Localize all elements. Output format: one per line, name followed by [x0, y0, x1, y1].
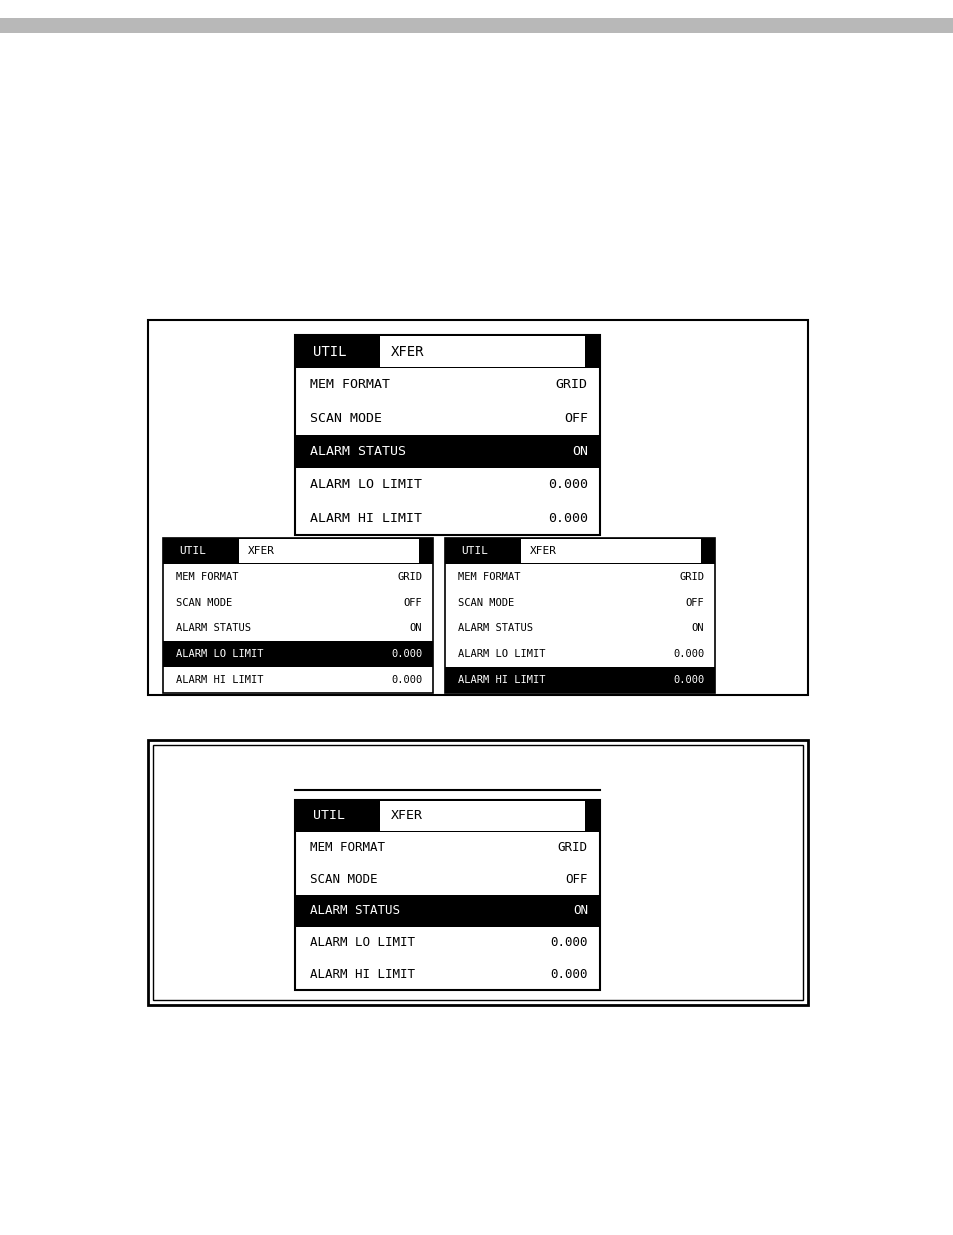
Bar: [163, 538, 433, 564]
Bar: [163, 538, 433, 693]
Bar: [0, 19, 953, 33]
Bar: [148, 740, 807, 1005]
Text: OFF: OFF: [685, 598, 703, 608]
Text: ALARM STATUS: ALARM STATUS: [310, 904, 400, 918]
Bar: [163, 641, 433, 667]
Bar: [444, 538, 714, 564]
Text: ALARM LO LIMIT: ALARM LO LIMIT: [310, 478, 422, 492]
Text: ON: ON: [691, 624, 703, 634]
Bar: [294, 335, 599, 535]
Text: ALARM STATUS: ALARM STATUS: [176, 624, 252, 634]
Text: XFER: XFER: [529, 546, 556, 556]
Text: 0.000: 0.000: [391, 676, 422, 685]
Text: ON: ON: [572, 904, 587, 918]
Bar: [294, 800, 599, 990]
Text: XFER: XFER: [390, 345, 424, 358]
Text: UTIL: UTIL: [313, 345, 347, 358]
Text: ALARM LO LIMIT: ALARM LO LIMIT: [458, 650, 545, 659]
Bar: [520, 538, 700, 563]
Text: SCAN MODE: SCAN MODE: [310, 873, 377, 885]
Bar: [152, 745, 802, 1000]
Text: UTIL: UTIL: [313, 809, 345, 823]
Text: ALARM HI LIMIT: ALARM HI LIMIT: [458, 676, 545, 685]
Text: XFER: XFER: [248, 546, 274, 556]
Text: UTIL: UTIL: [460, 546, 488, 556]
Text: GRID: GRID: [558, 841, 587, 853]
Text: ALARM STATUS: ALARM STATUS: [310, 445, 406, 458]
Text: 0.000: 0.000: [672, 676, 703, 685]
Text: 0.000: 0.000: [672, 650, 703, 659]
Bar: [238, 538, 419, 563]
Text: 0.000: 0.000: [391, 650, 422, 659]
Text: GRID: GRID: [679, 572, 703, 582]
Text: 0.000: 0.000: [550, 936, 587, 948]
Bar: [294, 435, 599, 468]
Bar: [148, 320, 807, 695]
Text: ALARM STATUS: ALARM STATUS: [458, 624, 533, 634]
Bar: [294, 335, 599, 368]
Text: OFF: OFF: [565, 873, 587, 885]
Bar: [444, 538, 714, 693]
Text: MEM FORMAT: MEM FORMAT: [176, 572, 239, 582]
Text: MEM FORMAT: MEM FORMAT: [310, 378, 390, 391]
Text: ALARM HI LIMIT: ALARM HI LIMIT: [176, 676, 264, 685]
Bar: [294, 895, 599, 926]
Bar: [380, 802, 584, 831]
Bar: [380, 336, 584, 367]
Bar: [444, 667, 714, 693]
Text: ALARM LO LIMIT: ALARM LO LIMIT: [310, 936, 415, 948]
Text: 0.000: 0.000: [547, 478, 587, 492]
Text: SCAN MODE: SCAN MODE: [176, 598, 233, 608]
Text: 0.000: 0.000: [550, 968, 587, 981]
Bar: [294, 800, 599, 831]
Text: ON: ON: [571, 445, 587, 458]
Text: 0.000: 0.000: [547, 511, 587, 525]
Text: ALARM HI LIMIT: ALARM HI LIMIT: [310, 511, 422, 525]
Text: ALARM LO LIMIT: ALARM LO LIMIT: [176, 650, 264, 659]
Text: OFF: OFF: [563, 411, 587, 425]
Text: SCAN MODE: SCAN MODE: [310, 411, 382, 425]
Text: MEM FORMAT: MEM FORMAT: [310, 841, 385, 853]
Text: OFF: OFF: [403, 598, 422, 608]
Text: GRID: GRID: [396, 572, 422, 582]
Text: MEM FORMAT: MEM FORMAT: [458, 572, 520, 582]
Text: GRID: GRID: [556, 378, 587, 391]
Text: SCAN MODE: SCAN MODE: [458, 598, 515, 608]
Text: ALARM HI LIMIT: ALARM HI LIMIT: [310, 968, 415, 981]
Text: UTIL: UTIL: [179, 546, 206, 556]
Text: XFER: XFER: [390, 809, 422, 823]
Text: ON: ON: [409, 624, 422, 634]
